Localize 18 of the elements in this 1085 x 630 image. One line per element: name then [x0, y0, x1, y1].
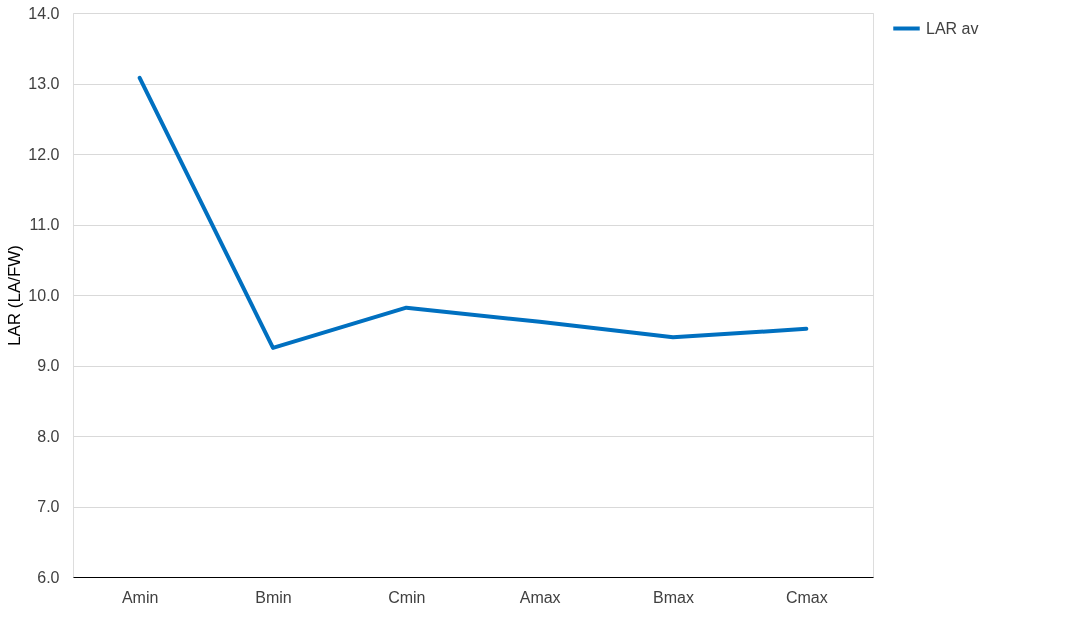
x-tick-label: Amax: [519, 588, 561, 606]
y-axis-title: LAR (LA/FW): [5, 244, 25, 347]
y-tick-label: 7.0: [37, 498, 60, 515]
y-tick-label: 13.0: [28, 75, 60, 92]
legend-label: LAR av: [926, 19, 979, 37]
x-tick-label: Bmin: [255, 588, 292, 606]
x-tick-label: Bmax: [653, 588, 694, 606]
y-tick-label: 12.0: [28, 145, 60, 163]
x-tick-label: Cmin: [388, 588, 426, 606]
line-series: [137, 75, 809, 350]
x-tick-label: Amin: [121, 588, 159, 606]
y-tick-label: 10.0: [28, 286, 60, 304]
y-tick-label: 8.0: [37, 427, 60, 445]
y-tick-label: 6.0: [37, 568, 60, 586]
y-tick-label: 11.0: [29, 216, 60, 233]
x-tick-label: Cmax: [785, 588, 828, 606]
y-tick-label: 14.0: [28, 4, 60, 22]
y-tick-label: 9.0: [37, 357, 60, 374]
